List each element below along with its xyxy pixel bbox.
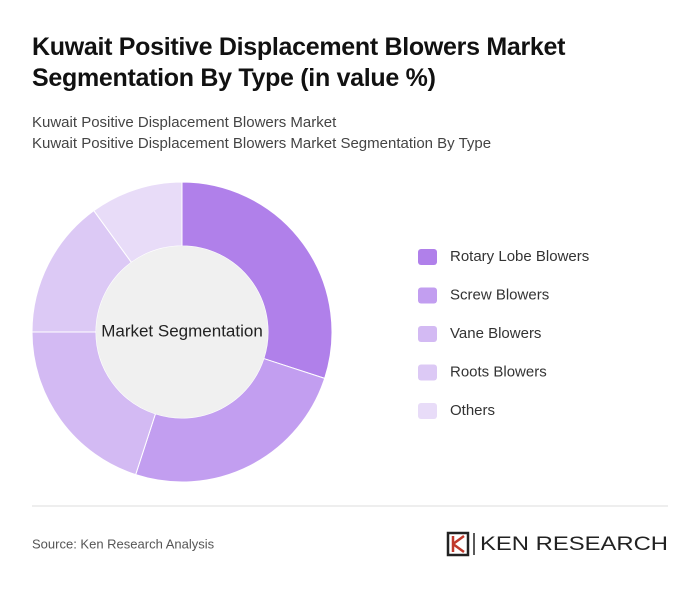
legend-label: Roots Blowers xyxy=(450,363,547,380)
legend-swatch xyxy=(418,326,437,342)
legend-label: Others xyxy=(450,402,495,419)
donut-center xyxy=(96,246,268,418)
legend-swatch xyxy=(418,403,437,419)
legend-swatch xyxy=(418,287,437,304)
logo xyxy=(446,531,475,557)
legend-swatch xyxy=(418,364,437,381)
legend-swatch xyxy=(418,249,437,265)
source: Source: Ken Research Analysis xyxy=(32,536,215,551)
legend-label: Rotary Lobe Blowers xyxy=(450,248,589,265)
brand: KEN RESEARCH xyxy=(480,534,668,555)
subtitle: Kuwait Positive Displacement Blowers Mar… xyxy=(32,114,337,131)
legend-label: Screw Blowers xyxy=(450,286,549,303)
legend-label: Vane Blowers xyxy=(450,325,541,342)
chart-title: Kuwait Positive Displacement Blowers Mar… xyxy=(32,33,566,92)
center-label: Market Segmentation xyxy=(101,321,263,340)
subtitle: Kuwait Positive Displacement Blowers Mar… xyxy=(32,135,492,152)
